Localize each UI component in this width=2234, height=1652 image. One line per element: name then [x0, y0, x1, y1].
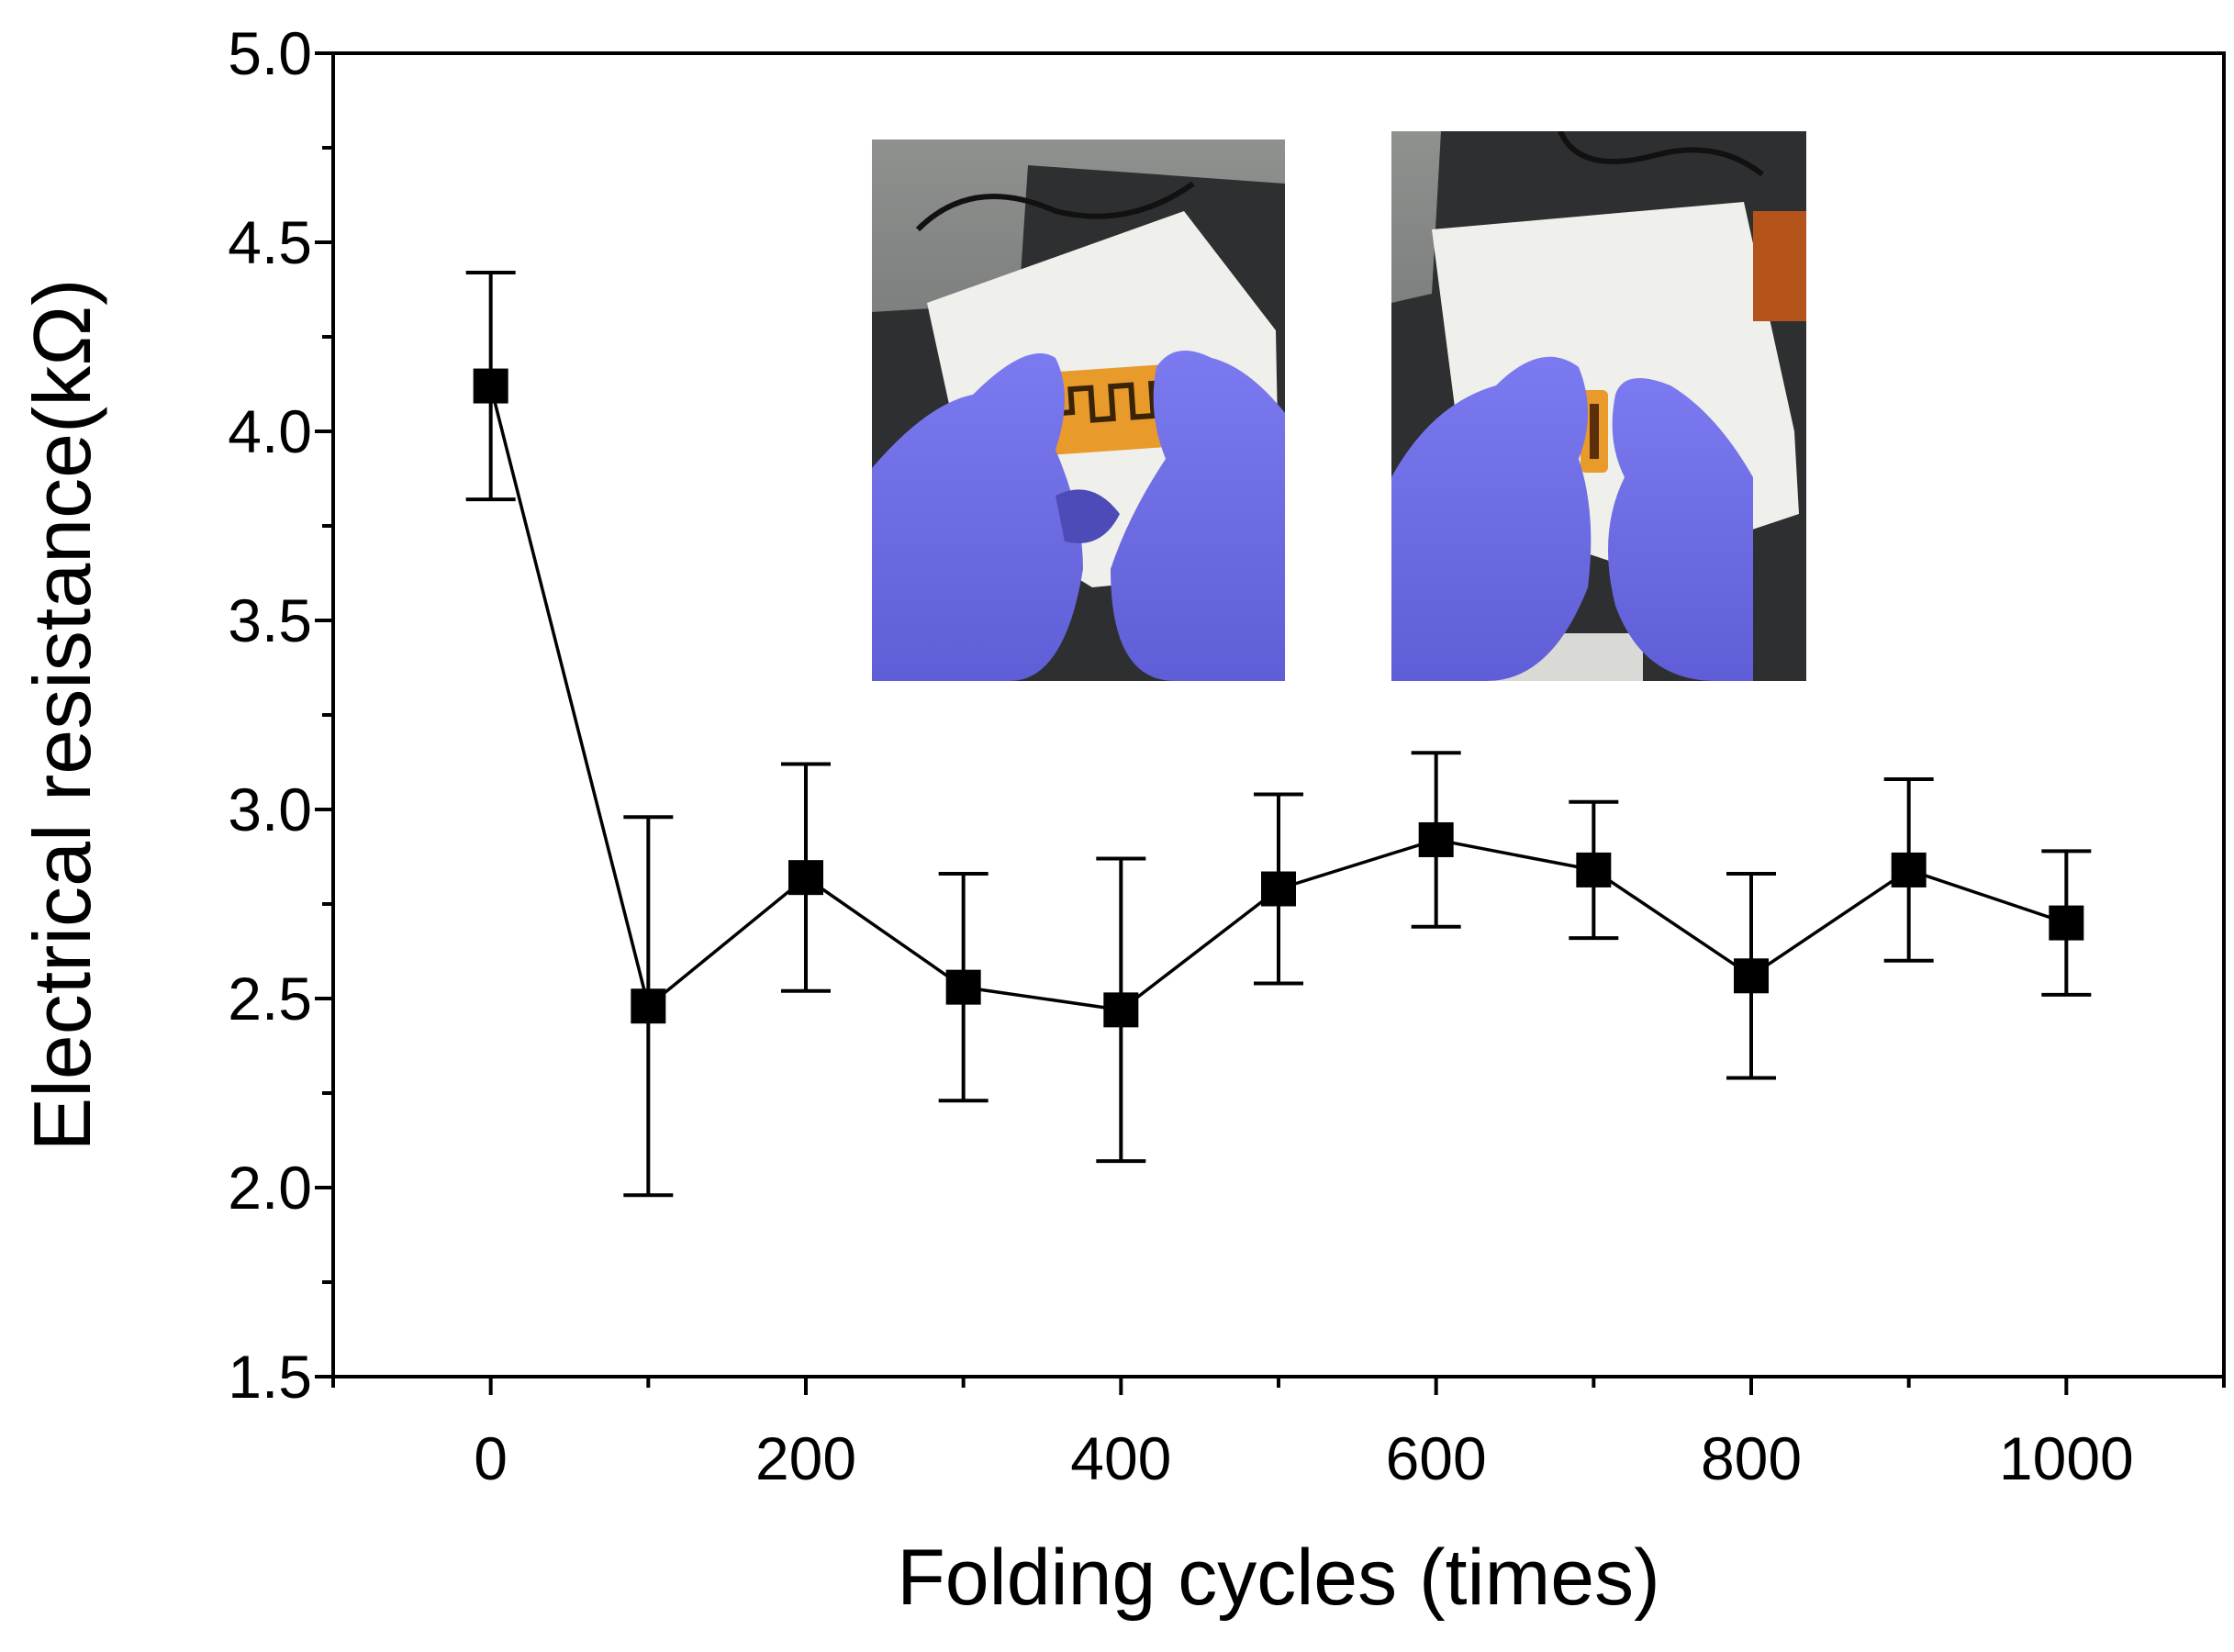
- data-point-marker: [1418, 821, 1454, 857]
- y-tick-label: 2.0: [228, 1154, 312, 1222]
- y-axis: 1.5 2.0 2.5 3.0 3.5 4.0 4.5 5.0: [228, 19, 333, 1411]
- data-point-marker: [631, 988, 666, 1024]
- y-tick-label: 2.5: [228, 965, 312, 1032]
- data-point-marker: [788, 860, 823, 896]
- x-tick-label: 1000: [1999, 1424, 2134, 1492]
- x-tick-label: 0: [474, 1424, 508, 1492]
- y-axis-label: Electrical resistance(kΩ): [17, 279, 107, 1152]
- data-point-marker: [1891, 852, 1927, 887]
- inset-photo-folded: [1391, 131, 1806, 681]
- glove-right: [1111, 351, 1285, 681]
- x-tick-label: 400: [1070, 1424, 1171, 1492]
- data-markers: [473, 368, 2084, 1028]
- x-tick-label: 800: [1701, 1424, 1802, 1492]
- inset-photo-flat: [872, 140, 1285, 681]
- x-tick-label: 200: [755, 1424, 856, 1492]
- y-tick-label: 3.0: [228, 776, 312, 843]
- data-point-marker: [945, 969, 981, 1005]
- data-point-marker: [1734, 958, 1769, 994]
- y-tick-label: 4.5: [228, 208, 312, 276]
- x-axis-label: Folding cycles (times): [897, 1534, 1660, 1622]
- y-tick-label: 3.5: [228, 586, 312, 654]
- x-tick-label: 600: [1386, 1424, 1487, 1492]
- glove-left: [1391, 356, 1592, 681]
- glove-right: [1608, 378, 1753, 681]
- glove-left: [872, 353, 1083, 681]
- y-tick-label: 1.5: [228, 1343, 312, 1411]
- data-point-marker: [1103, 992, 1139, 1028]
- data-point-marker: [1261, 871, 1296, 907]
- data-point-marker: [473, 368, 508, 404]
- y-tick-label: 4.0: [228, 397, 312, 465]
- data-point-marker: [1576, 852, 1612, 887]
- data-point-marker: [2049, 905, 2084, 941]
- x-axis: 0 200 400 600 800 1000: [331, 1377, 2226, 1492]
- y-tick-label: 5.0: [228, 19, 312, 87]
